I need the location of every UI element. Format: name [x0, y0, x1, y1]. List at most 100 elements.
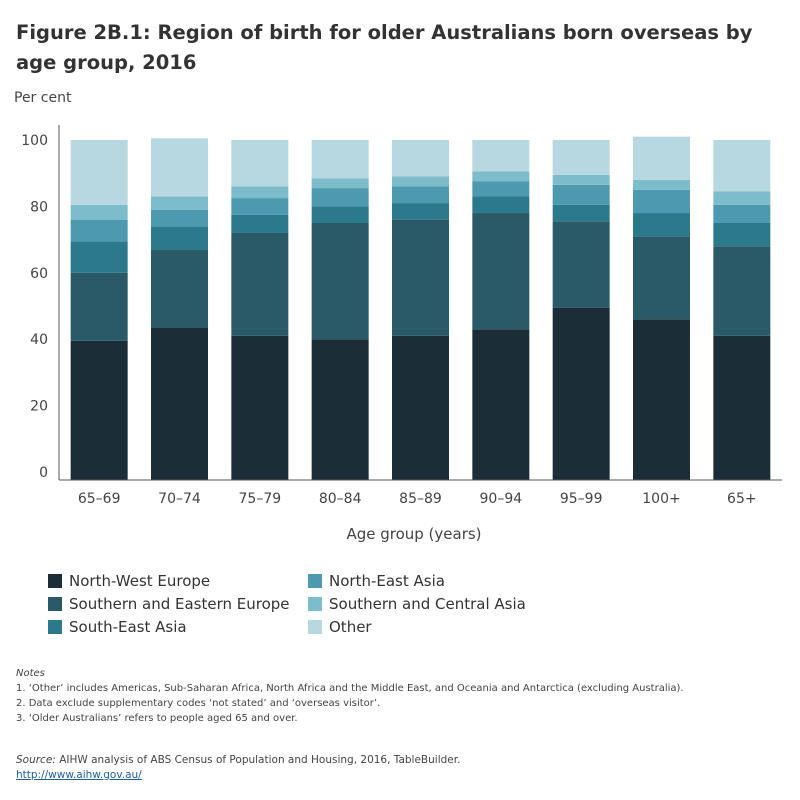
legend-item-southern-central-asia: Southern and Central Asia — [308, 595, 526, 613]
bar-segment-2-3 — [231, 198, 289, 215]
bar-segment-3-3 — [311, 188, 369, 207]
bar-segment-1-0 — [151, 327, 208, 480]
bar-segment-5-1 — [472, 213, 530, 330]
y-axis-ticks: 0 20 40 60 80 100 — [21, 133, 48, 481]
bar-segment-3-2 — [311, 206, 369, 223]
bar-segment-4-0 — [392, 335, 449, 480]
bar-segment-6-2 — [552, 204, 610, 222]
note-line: 1. ‘Other’ includes Americas, Sub-Sahara… — [16, 683, 684, 694]
bar-segment-2-0 — [231, 335, 289, 480]
bar-segment-4-5 — [392, 140, 449, 177]
bar-segment-8-4 — [713, 191, 771, 205]
bar-segment-4-4 — [392, 176, 449, 187]
bar-segment-0-4 — [70, 204, 128, 220]
note-line: 2. Data exclude supplementary codes ‘not… — [16, 698, 381, 709]
bar-segment-4-3 — [392, 186, 449, 204]
legend-swatch — [48, 620, 62, 634]
bar-segment-6-5 — [552, 140, 610, 175]
legend-label: Other — [329, 618, 372, 636]
bar-segment-5-2 — [472, 196, 530, 214]
legend-item-southern-eastern-europe: Southern and Eastern Europe — [48, 595, 290, 613]
legend-label: North-West Europe — [69, 572, 211, 590]
bar-segment-4-2 — [392, 203, 449, 220]
legend-swatch — [308, 574, 322, 588]
source-text: AIHW analysis of ABS Census of Populatio… — [59, 754, 461, 766]
legend-swatch — [48, 574, 62, 588]
x-tick-label: 85–89 — [399, 491, 442, 507]
bar-segment-8-0 — [713, 335, 771, 480]
bar-segment-2-4 — [231, 186, 289, 199]
bar-segment-2-2 — [231, 214, 289, 233]
bar-segment-7-1 — [633, 236, 690, 320]
bar-segment-5-0 — [472, 329, 530, 480]
chart-title: Figure 2B.1: Region of birth for older A… — [16, 21, 753, 74]
bar-segment-1-2 — [151, 226, 208, 250]
legend-swatch — [48, 597, 62, 611]
bar-segment-6-4 — [552, 174, 610, 185]
bar-segment-7-4 — [633, 179, 690, 190]
y-tick-label: 40 — [30, 332, 48, 348]
bar-segment-0-3 — [70, 219, 128, 242]
y-tick-label: 80 — [30, 199, 48, 215]
bar-segment-1-4 — [151, 196, 208, 210]
bar-segment-6-3 — [552, 184, 610, 205]
bar-segment-3-4 — [311, 178, 369, 189]
y-tick-label: 100 — [21, 133, 48, 149]
y-tick-label: 0 — [39, 465, 48, 481]
bar-segment-0-2 — [70, 241, 128, 273]
bar-segment-7-3 — [633, 189, 690, 214]
bar-segment-4-1 — [392, 219, 449, 336]
legend-item-north-west-europe: North-West Europe — [48, 572, 210, 590]
legend-swatch — [308, 597, 322, 611]
legend-label: South-East Asia — [69, 618, 187, 636]
bar-segment-3-5 — [311, 140, 369, 179]
bar-segment-1-3 — [151, 209, 208, 227]
legend-label: North-East Asia — [329, 572, 445, 590]
bar-segment-5-3 — [472, 181, 530, 197]
bar-segment-6-0 — [552, 307, 610, 480]
legend-item-other: Other — [308, 618, 372, 636]
legend-item-south-east-asia: South-East Asia — [48, 618, 187, 636]
x-tick-label: 100+ — [642, 491, 680, 507]
bar-segment-3-1 — [311, 223, 369, 340]
bar-segment-7-0 — [633, 319, 690, 480]
bar-segment-8-3 — [713, 204, 771, 223]
stacked-bar-chart: 0 20 40 60 80 100 65–69 70–74 75–79 80–84 85–89 90… — [21, 125, 782, 543]
legend-label: Southern and Central Asia — [329, 595, 526, 613]
legend-label: Southern and Eastern Europe — [69, 595, 290, 613]
bar-segment-2-1 — [231, 232, 289, 336]
source-label: Source: — [16, 754, 56, 766]
x-tick-label: 70–74 — [158, 491, 201, 507]
bar-segment-7-2 — [633, 213, 690, 237]
x-axis-ticks: 65–69 70–74 75–79 80–84 85–89 90–94 95–99 100+ 6… — [78, 491, 757, 507]
x-tick-label: 90–94 — [480, 491, 523, 507]
bar-segment-1-1 — [151, 249, 208, 328]
legend-item-north-east-asia: North-East Asia — [308, 572, 445, 590]
bar-segment-8-5 — [713, 140, 771, 192]
x-tick-label: 65–69 — [78, 491, 121, 507]
x-tick-label: 80–84 — [319, 491, 362, 507]
bar-segment-1-5 — [151, 138, 208, 197]
x-axis-title: Age group (years) — [346, 525, 481, 543]
note-line: 3. ‘Older Australians’ refers to people … — [16, 713, 298, 724]
bar-segment-2-5 — [231, 140, 289, 187]
x-tick-label: 65+ — [727, 491, 757, 507]
notes-heading: Notes — [16, 668, 45, 679]
bar-segment-0-5 — [70, 140, 128, 205]
source-link[interactable]: http://www.aihw.gov.au/ — [16, 769, 142, 781]
bars-group — [70, 136, 771, 480]
notes: Notes 1. ‘Other’ includes Americas, Sub-… — [16, 666, 684, 726]
bar-segment-5-4 — [472, 171, 530, 182]
x-tick-label: 75–79 — [239, 491, 282, 507]
bar-segment-0-0 — [70, 340, 128, 480]
bar-segment-0-1 — [70, 272, 128, 341]
bar-segment-3-0 — [311, 339, 369, 480]
legend-swatch — [308, 620, 322, 634]
bar-segment-8-2 — [713, 223, 771, 247]
source: Source: AIHW analysis of ABS Census of P… — [16, 753, 460, 783]
bar-segment-7-5 — [633, 136, 690, 180]
y-axis-title: Per cent — [14, 90, 72, 106]
y-tick-label: 20 — [30, 399, 48, 415]
y-tick-label: 60 — [30, 266, 48, 282]
bar-segment-8-1 — [713, 246, 771, 336]
